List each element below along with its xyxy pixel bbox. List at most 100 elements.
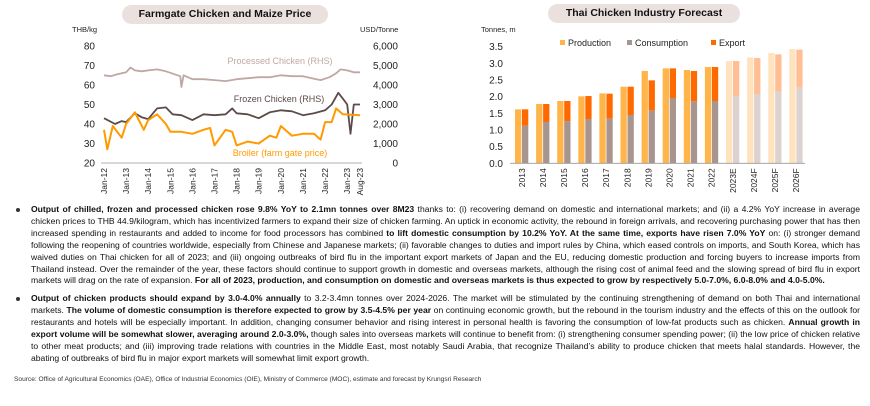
bar-consumption [775, 91, 782, 164]
left-tick-label: 70 [84, 61, 96, 72]
right-axis-label: USD/Tonne [360, 25, 398, 34]
right-tick-label: 4,000 [373, 81, 398, 92]
x-tick-label: 2026F [791, 168, 801, 192]
bar-export [543, 104, 550, 122]
bar-production [620, 86, 627, 164]
series-line-broiler [103, 107, 361, 151]
legend-swatch-consumption [627, 40, 632, 45]
x-tick-label: Aug-23 [355, 168, 365, 196]
left-tick-label: 80 [84, 42, 96, 53]
right-tick-label: 5,000 [373, 61, 398, 72]
bar-export [669, 68, 676, 99]
bar-production [683, 70, 691, 164]
x-tick-label: Jan-14 [143, 168, 153, 194]
right-tick-label: 3,000 [373, 100, 398, 111]
x-tick-label: Jan-21 [298, 168, 308, 194]
bar-production [662, 68, 669, 164]
bar-production [557, 101, 564, 164]
bullet-dot-icon [16, 297, 20, 302]
series-line-frozen [103, 91, 360, 135]
bar-export [522, 109, 529, 126]
text: thanks to: (i) recovering demand on dome… [31, 204, 860, 238]
right-tick-label: 6,000 [373, 42, 398, 53]
x-tick-label: Jan-20 [276, 168, 286, 194]
x-tick-label: 2019 [643, 168, 653, 187]
bar-production [747, 57, 754, 164]
x-tick-label: Jan-12 [99, 168, 109, 194]
left-axis-label: THB/kg [72, 25, 97, 34]
bar-export [775, 54, 782, 92]
bold-text: Annual growth in export volume will be s… [31, 317, 860, 340]
y-tick-label: 0.0 [489, 159, 503, 170]
x-tick-label: 2013 [517, 168, 527, 187]
x-tick-label: 2021 [686, 168, 696, 187]
bold-text: to lift domestic consumption by 10.2% Yo… [386, 227, 766, 238]
x-tick-label: 2015 [559, 168, 569, 187]
bar-export [796, 49, 803, 88]
series-line-processed [103, 66, 360, 88]
bar-consumption [711, 101, 719, 164]
bar-chart-title: Thai Chicken Industry Forecast [548, 4, 740, 23]
right-tick-label: 2,000 [373, 120, 398, 131]
y-tick-label: 1.5 [489, 109, 503, 120]
bar-export [733, 61, 740, 97]
bullet-1: Output of chilled, frozen and processed … [14, 204, 860, 287]
bar-production [599, 93, 606, 164]
bar-production [768, 53, 775, 164]
series-label-processed: Processed Chicken (RHS) [227, 56, 332, 66]
bar-production [704, 67, 712, 164]
x-tick-label: Jan-17 [210, 168, 220, 194]
commentary: Output of chilled, frozen and processed … [14, 204, 860, 371]
bar-consumption [796, 87, 803, 164]
bullet-2: Output of chicken products should expand… [14, 293, 860, 364]
bar-export [606, 93, 613, 119]
bar-consumption [627, 114, 634, 164]
legend-swatch-export [711, 40, 716, 45]
x-tick-label: 2014 [538, 168, 548, 187]
left-tick-label: 40 [84, 120, 96, 131]
bar-consumption [606, 118, 613, 164]
x-tick-label: 2025F [770, 168, 780, 192]
left-tick-label: 30 [84, 139, 96, 150]
bar-production [515, 109, 522, 164]
y-tick-label: 3.0 [489, 59, 503, 70]
bar-export [585, 96, 592, 119]
x-tick-label: 2024F [749, 168, 759, 192]
bar-production [536, 104, 543, 164]
bar-consumption [522, 125, 529, 164]
series-label-broiler: Broiler (farm gate price) [233, 148, 328, 158]
y-tick-label: 3.5 [489, 42, 503, 53]
legend-label-export: Export [719, 38, 746, 48]
source-note: Source: Office of Agricultural Economics… [14, 376, 482, 383]
line-chart-title: Farmgate Chicken and Maize Price [122, 5, 328, 24]
text: though sales into overseas markets will … [31, 329, 860, 363]
x-tick-label: 2017 [601, 168, 611, 187]
x-tick-label: Jan-19 [254, 168, 264, 194]
x-tick-label: Jan-16 [187, 168, 197, 194]
right-tick-label: 0 [392, 159, 398, 170]
bar-consumption [564, 121, 571, 164]
x-tick-label: 2023E [728, 168, 738, 193]
x-tick-label: Jan-22 [320, 168, 330, 194]
series-label-frozen: Frozen Chicken (RHS) [234, 94, 325, 104]
bar-export [564, 101, 571, 122]
text: on: (i) stronger demand following the re… [31, 227, 860, 286]
bar-consumption [543, 121, 550, 164]
y-tick-label: 2.5 [489, 76, 503, 87]
bar-export [711, 67, 719, 102]
bar-production [789, 49, 796, 164]
x-tick-label: Jan-23 [342, 168, 352, 194]
bar-export [627, 86, 634, 115]
bar-export [648, 80, 655, 111]
left-tick-label: 20 [84, 159, 96, 170]
bar-consumption [754, 94, 761, 164]
bar-consumption [585, 118, 592, 164]
x-tick-label: Jan-18 [232, 168, 242, 194]
industry-forecast-chart: Tonnes, m 0.0 0.5 1.0 1.5 2.0 2.5 3.0 3.5 Product… [481, 25, 805, 193]
x-tick-label: 2018 [622, 168, 632, 187]
bar-production [578, 96, 585, 164]
y-tick-label: 1.0 [489, 125, 503, 136]
bar-production [726, 61, 733, 164]
bold-text: For all of 2023, production, and consump… [194, 275, 825, 286]
bar-production [641, 71, 648, 164]
